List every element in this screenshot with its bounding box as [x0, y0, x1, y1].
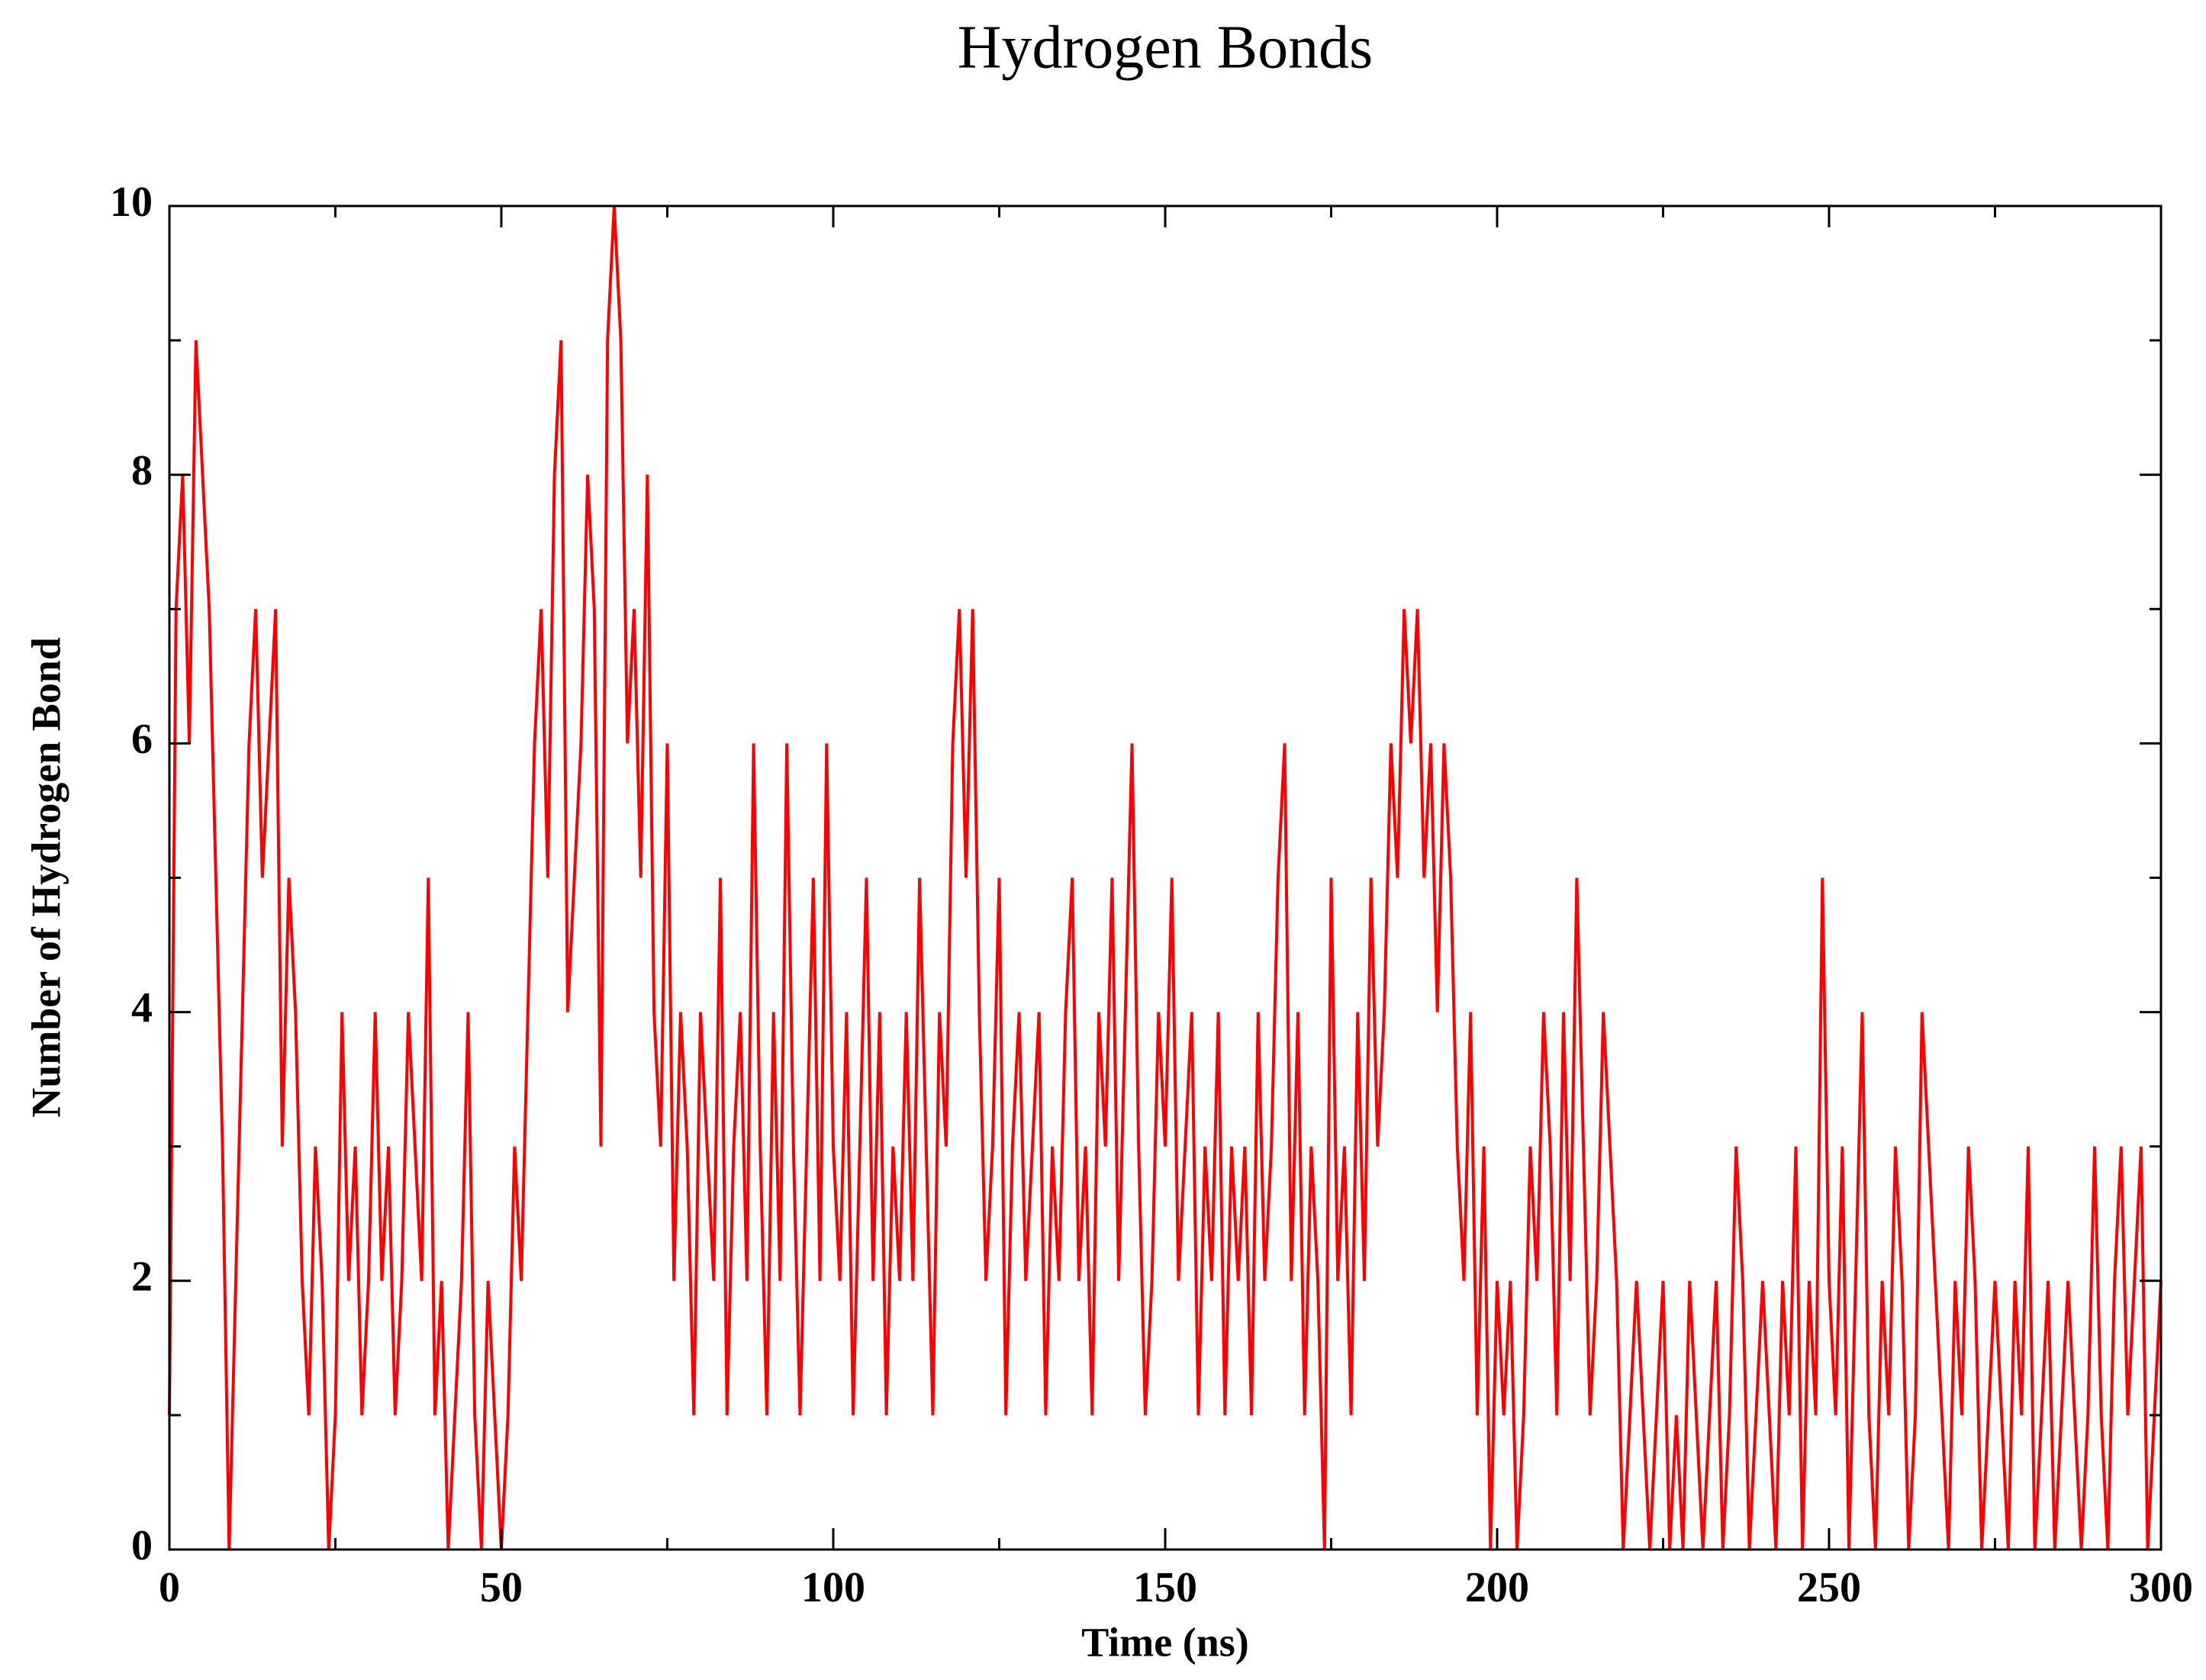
x-tick-label: 100: [801, 1564, 865, 1611]
x-axis-label: Time (ns): [1081, 1619, 1249, 1665]
data-line: [168, 205, 2163, 1550]
x-tick-label: 150: [1133, 1564, 1197, 1611]
x-tick-label: 200: [1465, 1564, 1529, 1611]
y-axis-label: Number of Hydrogen Bond: [23, 637, 69, 1118]
y-tick-label: 4: [131, 984, 153, 1031]
y-tick-label: 6: [131, 716, 153, 763]
y-tick-label: 2: [131, 1254, 153, 1301]
x-tick-label: 0: [159, 1564, 180, 1611]
plot-frame: [168, 204, 2163, 1551]
y-tick-label: 8: [131, 447, 153, 494]
y-tick-label: 10: [110, 179, 153, 226]
y-tick-label: 0: [131, 1522, 153, 1569]
chart-title: Hydrogen Bonds: [958, 14, 1373, 81]
x-tick-label: 250: [1797, 1564, 1861, 1611]
x-tick-label: 50: [480, 1564, 523, 1611]
x-tick-label: 300: [2129, 1564, 2193, 1611]
